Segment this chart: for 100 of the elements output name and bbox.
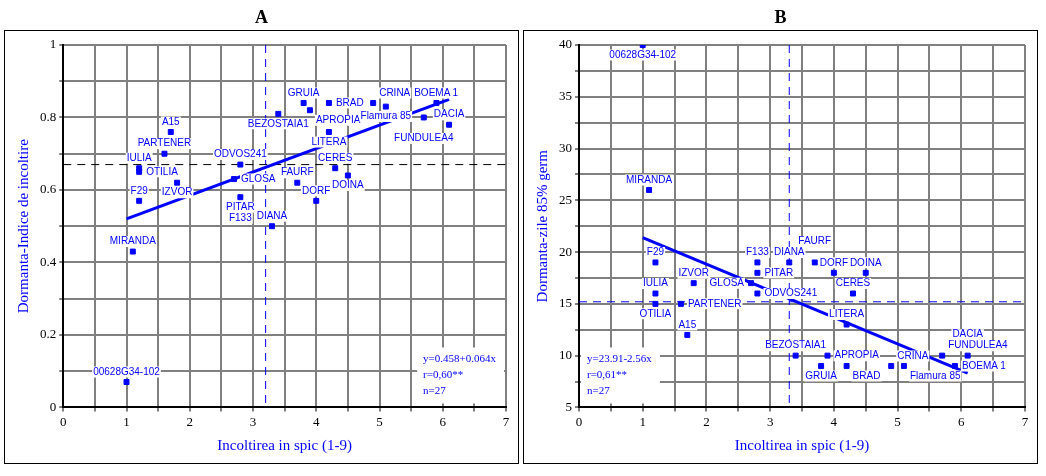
- annotation: A15: [678, 318, 697, 330]
- point: [754, 259, 761, 266]
- annotation: r=0,60**: [423, 368, 464, 381]
- annotation: 00628G34-102: [93, 365, 161, 377]
- point: [888, 363, 895, 369]
- annotation: DORF: [819, 256, 849, 268]
- y-tick-label: 15: [559, 295, 572, 311]
- annotation: OTILIA: [146, 165, 179, 177]
- annotation: DOINA: [332, 179, 365, 191]
- annotation: 00628G34-102: [609, 48, 677, 60]
- x-tick-label: 6: [958, 413, 966, 429]
- annotation: MIRANDA: [626, 173, 673, 185]
- annotation: IULIA: [642, 277, 669, 289]
- annotation: F29: [646, 246, 665, 258]
- point: [754, 290, 761, 297]
- annotation: GRUIA: [287, 86, 320, 98]
- point: [939, 352, 946, 359]
- point: [237, 194, 244, 201]
- point: [652, 259, 659, 266]
- point: [964, 352, 971, 359]
- annotation: DIANA: [256, 209, 288, 221]
- annotation: CRINA: [897, 349, 929, 361]
- annotation: LITERA: [311, 135, 347, 147]
- annotation: r=0,61**: [587, 368, 628, 381]
- annotation: GLOSA: [709, 276, 745, 288]
- point: [652, 300, 659, 307]
- point: [300, 100, 307, 106]
- point: [269, 223, 275, 230]
- point: [748, 280, 754, 287]
- point: [294, 179, 301, 186]
- y-tick-label: 0.4: [40, 253, 57, 269]
- annotation: IZVOR: [678, 266, 709, 278]
- annotation: FUNDULEA4: [394, 132, 454, 144]
- annotation: DACIA: [952, 328, 984, 340]
- point: [129, 248, 136, 255]
- point: [677, 300, 684, 307]
- annotation: CERES: [835, 277, 871, 289]
- annotation: IULIA: [126, 151, 152, 163]
- point: [646, 186, 653, 193]
- x-axis-title: Incoltirea in spic (1-9): [217, 436, 352, 454]
- point: [824, 352, 831, 359]
- annotation: APROPIA: [834, 349, 880, 361]
- annotation: PARTENER: [137, 137, 192, 149]
- point: [843, 321, 850, 328]
- annotation: PITAR: [764, 266, 794, 278]
- x-axis-title: Incoltirea in spic (1-9): [734, 436, 870, 454]
- annotation: FUNDULEA4: [948, 339, 1009, 351]
- annotation: GRUIA: [805, 369, 838, 381]
- point: [161, 150, 168, 157]
- annotation: A15: [161, 115, 181, 127]
- y-axis-title: Dormanta-zile 85% germ: [533, 149, 550, 303]
- annotation: BOEMA 1: [961, 359, 1007, 371]
- x-tick-label: 7: [502, 413, 510, 429]
- point: [433, 100, 440, 106]
- annotation: FAURF: [280, 166, 314, 178]
- y-tick-label: 40: [559, 36, 572, 52]
- annotation: CERES: [318, 151, 353, 163]
- x-tick-label: 3: [766, 413, 774, 429]
- y-tick-label: 5: [565, 398, 572, 414]
- point: [313, 197, 320, 204]
- x-tick-label: 4: [830, 413, 838, 429]
- annotation: DORF: [302, 184, 331, 196]
- y-tick-label: 0.6: [40, 181, 57, 197]
- annotation: ODVOS241: [764, 287, 818, 299]
- point: [237, 161, 244, 168]
- x-tick-label: 6: [439, 413, 447, 429]
- annotation: FAURF: [798, 235, 832, 247]
- annotation: BEZOSTAIA1: [247, 117, 310, 129]
- annotation: Flamura 85: [360, 110, 412, 122]
- point: [325, 129, 332, 135]
- annotation: y=23.91-2.56x: [587, 352, 653, 365]
- x-tick-label: 5: [376, 413, 383, 429]
- y-tick-label: 30: [559, 139, 572, 155]
- annotation: PITAR: [226, 200, 255, 212]
- annotation: MIRANDA: [109, 235, 157, 247]
- annotation: CRINA: [379, 86, 411, 98]
- point: [306, 107, 313, 114]
- annotation: n=27: [423, 384, 447, 397]
- point: [344, 172, 351, 179]
- y-tick-label: 0: [49, 398, 57, 414]
- x-tick-label: 1: [639, 413, 646, 429]
- point: [231, 176, 237, 183]
- y-tick-label: 0.2: [40, 326, 57, 342]
- y-tick-label: 0.8: [40, 108, 57, 124]
- annotation: GLOSA: [241, 172, 276, 184]
- annotation: Flamura 85: [909, 369, 961, 381]
- y-tick-label: 35: [559, 88, 572, 104]
- x-tick-label: 2: [186, 413, 193, 429]
- point: [420, 114, 427, 121]
- annotation: BEZOSTAIA1: [765, 339, 827, 351]
- x-tick-label: 7: [1021, 413, 1029, 429]
- point: [754, 269, 761, 276]
- annotation: DIANA: [773, 246, 805, 258]
- annotation: F29: [130, 184, 149, 196]
- x-tick-label: 1: [123, 413, 130, 429]
- y-tick-label: 20: [559, 243, 572, 259]
- point: [136, 197, 143, 204]
- annotation: OTILIA: [639, 307, 672, 319]
- point: [843, 363, 850, 369]
- y-tick-label: 10: [559, 347, 572, 363]
